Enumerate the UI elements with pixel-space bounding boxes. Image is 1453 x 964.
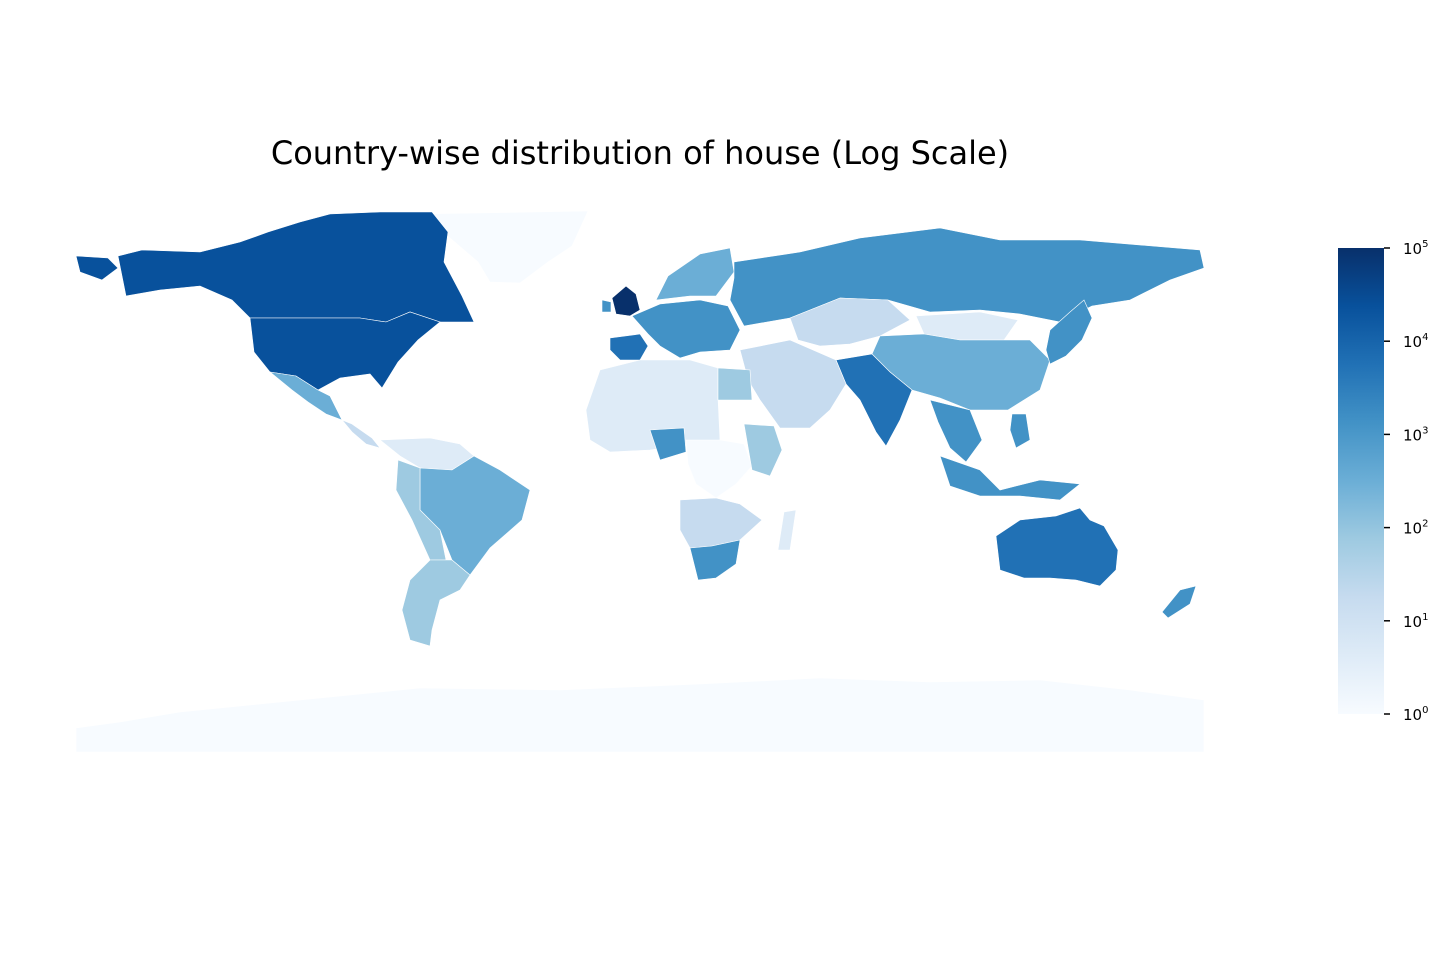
colorbar-tick-label: 104: [1403, 332, 1428, 351]
region-east-africa: [743, 423, 783, 477]
region-scandinavia: [655, 247, 735, 301]
region-alaska: [75, 255, 119, 281]
region-nigeria: [649, 427, 687, 461]
region-australia: [995, 507, 1119, 587]
region-japan: [1045, 299, 1093, 365]
region-antarctica: [75, 677, 1205, 753]
region-western-europe: [631, 299, 741, 359]
region-madagascar: [777, 509, 797, 551]
map-regions: [75, 210, 1205, 753]
region-india: [835, 353, 913, 447]
map-title: Country-wise distribution of house (Log …: [270, 134, 1010, 172]
region-middle-east: [739, 339, 847, 429]
region-new-zealand: [1161, 585, 1197, 619]
colorbar-tick-label: 100: [1403, 705, 1428, 724]
colorbar: 100 101 102 103 104 105: [1338, 239, 1428, 724]
region-russia: [729, 227, 1205, 327]
region-central-america: [341, 419, 381, 449]
colorbar-tick-label: 105: [1403, 239, 1428, 258]
region-greenland: [417, 210, 589, 284]
region-united-kingdom: [611, 285, 641, 317]
region-southern-africa: [679, 497, 763, 549]
colorbar-tick-label: 102: [1403, 519, 1428, 538]
region-ireland: [601, 299, 612, 313]
region-canada: [117, 211, 475, 323]
region-south-africa: [689, 539, 741, 581]
colorbar-tick-label: 101: [1403, 612, 1428, 631]
region-philippines: [1009, 413, 1031, 449]
region-egypt: [717, 367, 753, 401]
region-iberia: [609, 333, 649, 361]
colorbar-tick-label: 103: [1403, 425, 1428, 444]
region-central-africa: [685, 439, 753, 499]
colorbar-gradient: [1338, 248, 1384, 714]
region-indonesia: [939, 455, 1081, 501]
region-southeast-asia: [929, 399, 983, 463]
region-argentina-chile: [401, 559, 471, 647]
